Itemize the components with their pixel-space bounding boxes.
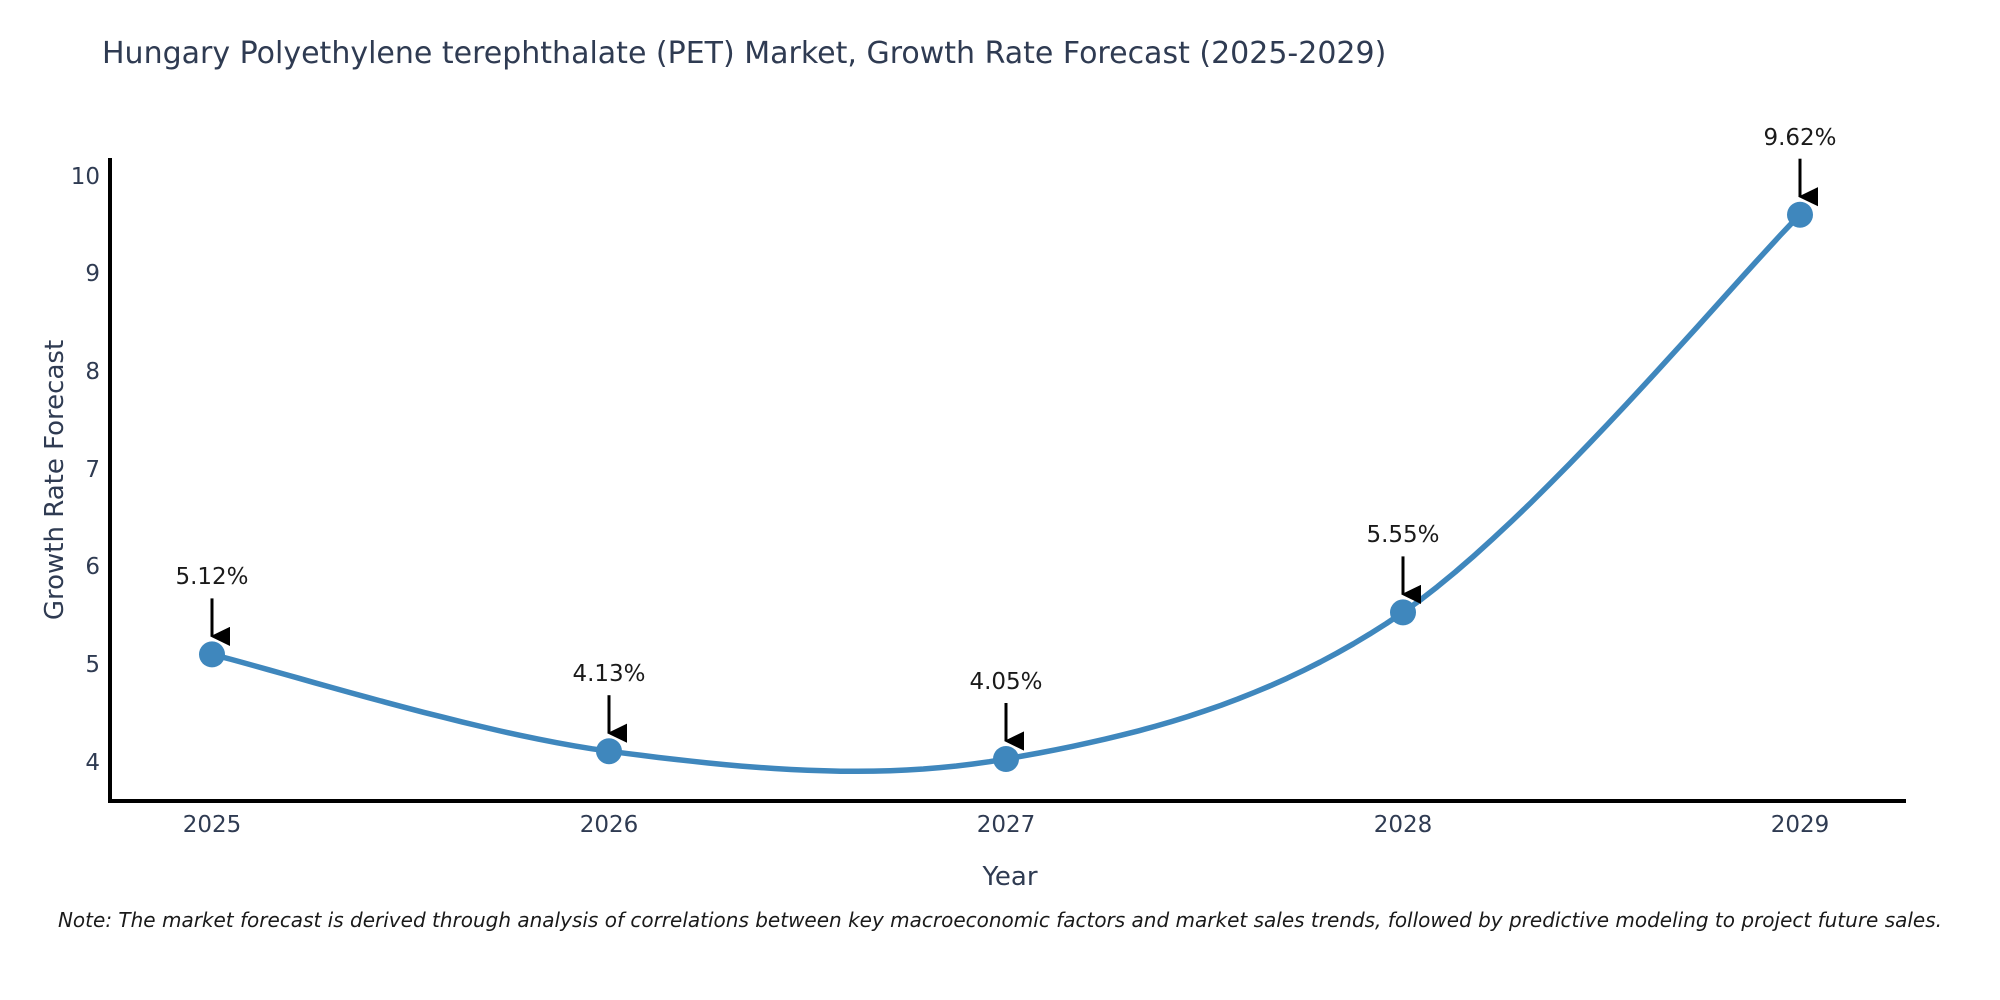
data-point-label: 9.62%: [1763, 124, 1837, 151]
data-point-marker[interactable]: [199, 641, 225, 668]
x-tick-label: 2029: [1770, 812, 1830, 838]
x-tick-label: 2028: [1373, 812, 1433, 838]
y-tick-label: 9: [85, 261, 100, 288]
y-tick-label: 5: [85, 652, 100, 679]
data-point-marker[interactable]: [1787, 201, 1813, 228]
y-tick-label: 10: [70, 163, 100, 190]
y-tick-label: 8: [85, 359, 100, 385]
y-tick-label: 7: [85, 456, 100, 483]
data-point-label: 4.05%: [969, 668, 1043, 695]
chart-note: Note: The market forecast is derived thr…: [57, 908, 1943, 932]
data-point-marker[interactable]: [993, 746, 1019, 772]
y-tick-label: 6: [85, 554, 100, 581]
chart-title: Hungary Polyethylene terephthalate (PET)…: [102, 36, 1387, 71]
data-point-marker[interactable]: [1390, 599, 1416, 626]
y-tick-label: 4: [85, 749, 100, 776]
data-point-label: 5.55%: [1366, 522, 1440, 549]
x-axis-label: Year: [982, 862, 1038, 892]
x-tick-label: 2027: [976, 812, 1036, 838]
data-point-label: 5.12%: [175, 564, 249, 591]
y-axis-tick-labels: 10 9 8 7 6 5 4: [0, 0, 100, 1000]
x-tick-label: 2025: [182, 812, 242, 838]
data-point-label: 4.13%: [572, 661, 646, 688]
x-tick-label: 2026: [579, 812, 639, 838]
data-point-marker[interactable]: [596, 738, 622, 765]
